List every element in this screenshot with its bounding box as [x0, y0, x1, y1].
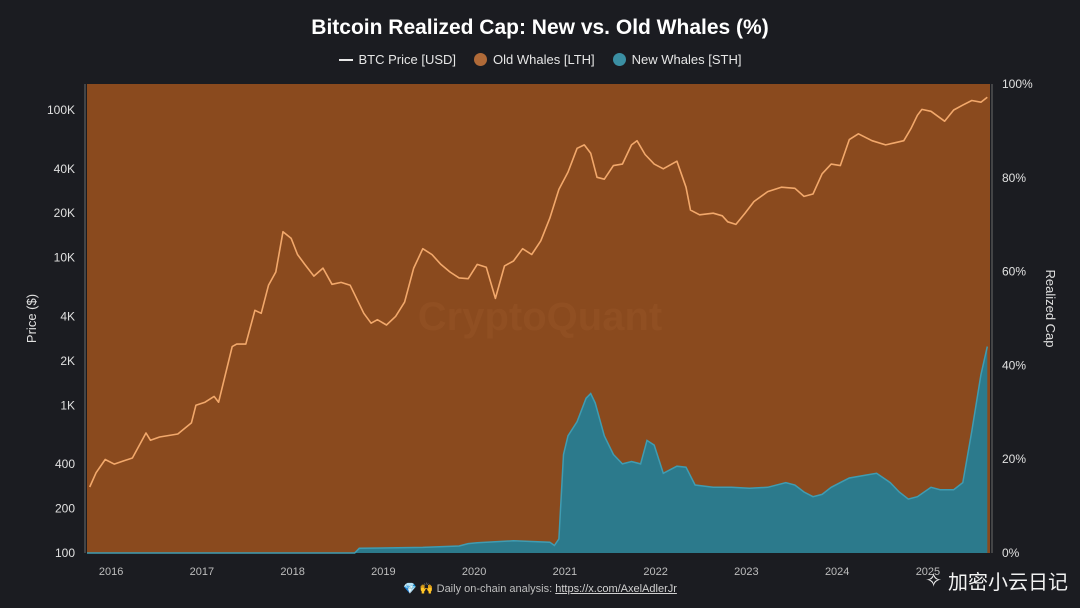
legend-item-old-whales[interactable]: Old Whales [LTH]	[474, 52, 595, 67]
y-right-tick-label: 100%	[1002, 77, 1033, 91]
line-new-whales	[87, 346, 989, 554]
legend-dot-new-whales	[612, 53, 626, 66]
y-left-tick-label: 200	[55, 502, 75, 516]
y-right-tick-label: 20%	[1002, 452, 1026, 466]
x-tick-label: 2024	[825, 566, 849, 578]
y-left-tick-label: 10K	[54, 251, 75, 265]
y-right-tick-label: 80%	[1002, 171, 1026, 185]
y-left-tick-label: 100	[55, 546, 75, 560]
hands-icon: 🙌	[419, 583, 434, 595]
footer-note: 💎 🙌 Daily on-chain analysis: https://x.c…	[0, 582, 1080, 595]
y-left-tick-label: 20K	[54, 206, 75, 220]
legend-label-old-whales: Old Whales [LTH]	[493, 52, 595, 67]
legend-item-new-whales[interactable]: New Whales [STH]	[612, 52, 742, 67]
x-tick-label: 2019	[371, 566, 395, 578]
footer-text: Daily on-chain analysis:	[436, 583, 553, 595]
y-left-tick-label: 1K	[60, 398, 75, 412]
legend-item-btc-price[interactable]: BTC Price [USD]	[338, 52, 457, 67]
brand-text: 加密小云日记	[948, 572, 1068, 594]
y-left-tick-label: 2K	[60, 354, 75, 368]
x-tick-label: 2018	[280, 566, 304, 578]
y-right-tick-label: 0%	[1002, 546, 1020, 560]
line-btc-price	[88, 96, 988, 488]
y-right-axis-title: Realized Cap	[1043, 269, 1058, 347]
x-tick-label: 2023	[734, 566, 758, 578]
x-tick-label: 2020	[462, 566, 486, 578]
y-right-tick-label: 40%	[1002, 358, 1026, 372]
y-left-axis-title: Price ($)	[24, 294, 39, 343]
x-tick-label: 2016	[99, 566, 123, 578]
y-left-tick-label: 40K	[54, 162, 75, 176]
diamond-icon: 💎	[403, 583, 417, 595]
legend-dot-old-whales	[474, 53, 488, 66]
x-tick-label: 2021	[553, 566, 577, 578]
area-old-whales	[87, 84, 990, 553]
chart-legend: BTC Price [USD] Old Whales [LTH] New Wha…	[0, 52, 1080, 67]
legend-label-new-whales: New Whales [STH]	[631, 52, 742, 67]
brand-watermark: ✧ 加密小云日记	[925, 566, 1068, 595]
y-left-tick-label: 100K	[47, 103, 75, 117]
legend-line-swatch	[338, 58, 353, 61]
legend-label-btc-price: BTC Price [USD]	[358, 52, 457, 67]
y-left-tick-label: 400	[55, 457, 75, 471]
x-tick-label: 2017	[190, 566, 214, 578]
chart-title: Bitcoin Realized Cap: New vs. Old Whales…	[311, 16, 769, 39]
y-left-tick-label: 4K	[60, 309, 75, 323]
x-tick-label: 2022	[643, 566, 667, 578]
y-right-tick-label: 60%	[1002, 265, 1026, 279]
watermark-text: CryptoQuant	[418, 295, 662, 339]
diamond-logo-icon: ✧	[925, 570, 942, 592]
footer-link[interactable]: https://x.com/AxelAdlerJr	[555, 583, 677, 595]
x-tick-label: 2025	[916, 566, 940, 578]
area-new-whales	[87, 346, 988, 553]
